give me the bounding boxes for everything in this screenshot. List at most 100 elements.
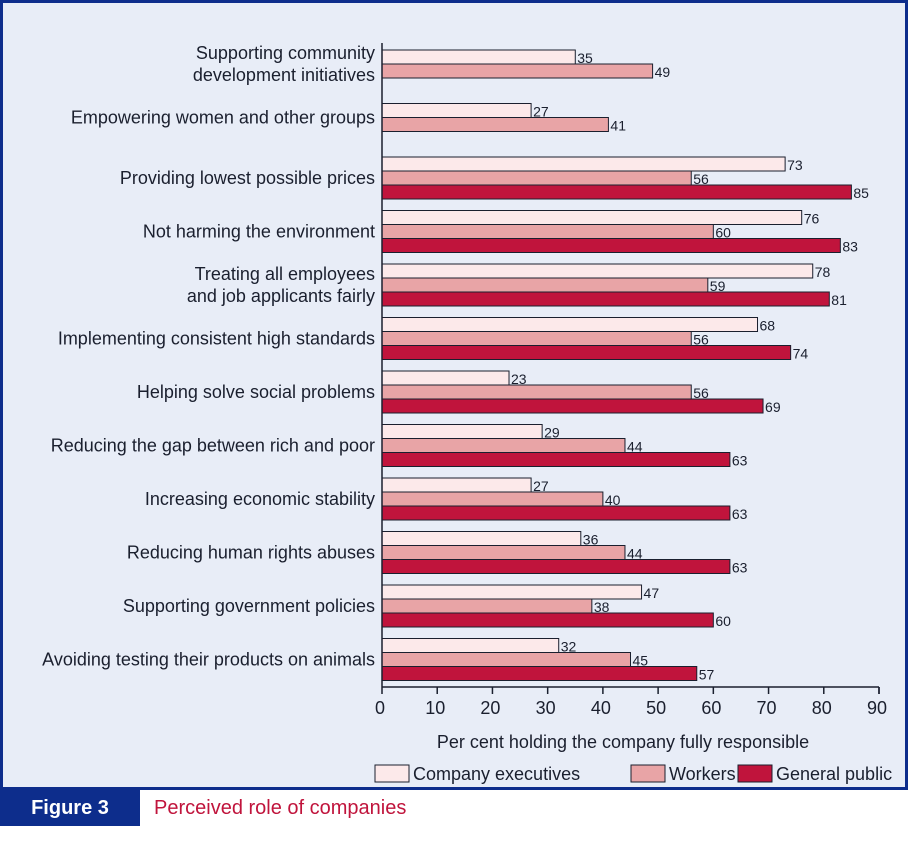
x-tick-label: 30	[536, 698, 556, 718]
figure-caption-bar: Figure 3 Perceived role of companies	[0, 790, 908, 826]
bar-general-public	[381, 345, 792, 360]
value-labels: 35 49 27 41 73 56 85 76 60 83 78 59 81 68 56 74 23 56 69 29…	[511, 50, 869, 683]
bar-workers	[381, 384, 692, 400]
data-label: 76	[804, 211, 820, 227]
bar-company-executives	[381, 210, 803, 225]
legend-label: Company executives	[413, 764, 580, 784]
x-tick-label: 10	[425, 698, 445, 718]
category-label: Treating all employees	[195, 264, 375, 284]
x-tick-label: 60	[701, 698, 721, 718]
bar-company-executives	[381, 424, 543, 439]
figure-number: Figure 3	[0, 790, 140, 826]
bar-company-executives	[381, 638, 560, 653]
category-label: Providing lowest possible prices	[120, 168, 375, 188]
data-label: 45	[633, 653, 649, 669]
bar-company-executives	[381, 49, 576, 65]
bar-workers	[381, 224, 714, 239]
data-label: 44	[627, 439, 643, 455]
data-label: 81	[831, 292, 847, 308]
data-label: 23	[511, 371, 527, 387]
category-label: Reducing human rights abuses	[127, 543, 375, 563]
bar-workers	[381, 598, 593, 614]
data-label: 49	[655, 64, 671, 80]
category-label: Avoiding testing their products on anima…	[42, 650, 375, 670]
data-label: 29	[544, 425, 560, 441]
bar-company-executives	[381, 317, 759, 332]
data-label: 85	[853, 185, 869, 201]
data-label: 63	[732, 560, 748, 576]
category-label: Empowering women and other groups	[71, 108, 375, 128]
x-tick-label: 40	[591, 698, 611, 718]
bar-company-executives	[381, 370, 510, 386]
bar-general-public	[381, 505, 731, 521]
data-label: 35	[577, 50, 593, 66]
category-label: Reducing the gap between rich and poor	[51, 436, 375, 456]
bar-workers	[381, 652, 631, 667]
data-label: 74	[793, 346, 809, 362]
x-axis: 0 10 20 30 40 50 60 70 80 90	[375, 43, 887, 718]
bar-general-public	[381, 612, 714, 628]
bar-company-executives	[381, 156, 786, 172]
x-tick-label: 90	[867, 698, 887, 718]
legend-swatch-general-public	[737, 764, 773, 783]
data-label: 27	[533, 104, 549, 120]
x-tick-label: 80	[812, 698, 832, 718]
bar-company-executives	[381, 103, 532, 118]
x-axis-title: Per cent holding the company fully respo…	[437, 732, 809, 752]
data-label: 63	[732, 506, 748, 522]
data-label: 56	[693, 385, 709, 401]
data-label: 56	[693, 171, 709, 187]
bar-general-public	[381, 238, 841, 253]
category-label: Not harming the environment	[143, 222, 375, 242]
data-label: 69	[765, 399, 781, 415]
legend-label: General public	[776, 764, 892, 784]
bar-company-executives	[381, 263, 814, 279]
category-label: Helping solve social problems	[137, 382, 375, 402]
legend-swatch-company-executives	[374, 764, 410, 783]
legend-label: Workers	[669, 764, 736, 784]
data-label: 32	[561, 639, 577, 655]
bar-company-executives	[381, 531, 582, 546]
data-label: 36	[583, 532, 599, 548]
bars-layer	[381, 49, 852, 681]
bar-general-public	[381, 559, 731, 574]
bar-workers	[381, 491, 604, 507]
category-label: Increasing economic stability	[145, 489, 375, 509]
data-label: 83	[842, 239, 858, 255]
data-label: 63	[732, 453, 748, 469]
category-label: Supporting government policies	[123, 596, 375, 616]
bar-general-public	[381, 184, 852, 200]
category-label: Supporting community	[196, 43, 375, 63]
x-tick-label: 20	[480, 698, 500, 718]
data-label: 38	[594, 599, 610, 615]
bar-company-executives	[381, 477, 532, 493]
bar-general-public	[381, 452, 731, 467]
data-label: 73	[787, 157, 803, 173]
x-tick-label: 50	[646, 698, 666, 718]
bar-workers	[381, 117, 609, 132]
bar-workers	[381, 63, 654, 79]
x-tick-label: 70	[757, 698, 777, 718]
category-label: Implementing consistent high standards	[58, 329, 375, 349]
data-label: 41	[610, 118, 626, 134]
data-label: 47	[644, 585, 660, 601]
data-label: 59	[710, 278, 726, 294]
figure-caption: Perceived role of companies	[154, 797, 407, 819]
data-label: 40	[605, 492, 621, 508]
data-label: 56	[693, 332, 709, 348]
data-label: 60	[715, 613, 731, 629]
bar-workers	[381, 331, 692, 346]
bar-general-public	[381, 398, 764, 414]
data-label: 78	[815, 264, 831, 280]
chart-panel: Supporting community development initiati…	[0, 0, 908, 790]
bar-general-public	[381, 666, 698, 681]
bar-workers	[381, 545, 626, 560]
legend-swatch-workers	[630, 764, 666, 783]
data-label: 68	[760, 318, 776, 334]
bar-company-executives	[381, 584, 643, 600]
category-label: and job applicants fairly	[187, 286, 375, 306]
bar-general-public	[381, 291, 830, 307]
data-label: 44	[627, 546, 643, 562]
